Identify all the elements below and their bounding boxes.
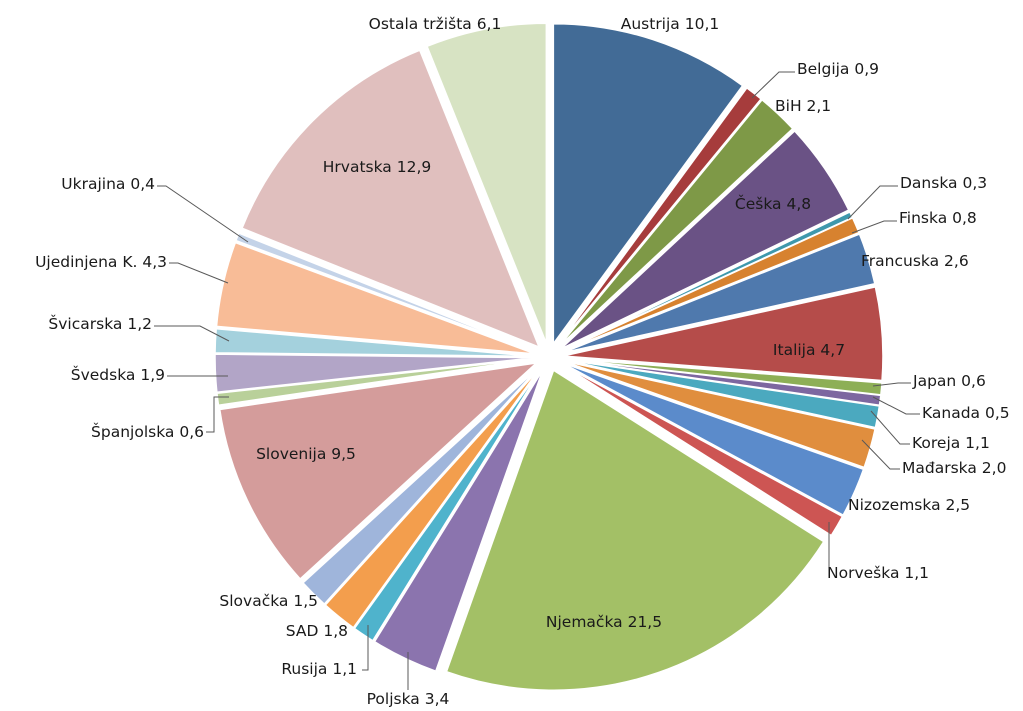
leader-danska — [847, 185, 898, 220]
pie-slices — [214, 22, 884, 691]
label-slovacka: Slovačka 1,5 — [219, 592, 318, 610]
slice-ukrajina — [234, 232, 537, 353]
slice-austrija — [552, 22, 744, 346]
label-finska: Finska 0,8 — [899, 209, 977, 227]
label-francuska: Francuska 2,6 — [861, 252, 969, 270]
leader-ujedinjena-k — [169, 262, 229, 284]
leader-koreja — [870, 410, 910, 445]
slice-sad — [324, 367, 541, 629]
label-ceska: Češka 4,8 — [735, 194, 811, 213]
slice-labels: Austrija 10,1 Belgija 0,9 BiH 2,1 Češka 4,8… — [35, 15, 1010, 708]
leader-spanjolska — [206, 396, 229, 433]
leader-lines — [154, 71, 920, 690]
slice-svedska — [214, 353, 536, 394]
label-madarska: Mađarska 2,0 — [902, 459, 1006, 477]
label-italija: Italija 4,7 — [773, 341, 845, 359]
slice-ostala-trzista — [426, 22, 548, 344]
slice-ceska — [560, 129, 850, 350]
label-hrvatska: Hrvatska 12,9 — [323, 158, 432, 176]
label-ostala-trzista: Ostala tržišta 6,1 — [369, 15, 502, 33]
slice-hrvatska — [241, 49, 541, 349]
slice-koreja — [562, 358, 881, 429]
label-ujedinjena-k: Ujedinjena K. 4,3 — [35, 253, 167, 271]
slice-slovenija — [218, 361, 539, 581]
label-nizozemska: Nizozemska 2,5 — [848, 496, 970, 514]
label-njemacka: Njemačka 21,5 — [546, 613, 662, 631]
label-svedska: Švedska 1,9 — [71, 365, 165, 384]
slice-rusija — [353, 368, 542, 642]
label-spanjolska: Španjolska 0,6 — [91, 422, 204, 441]
leader-ukrajina — [157, 185, 249, 243]
label-norveska: Norveška 1,1 — [827, 564, 929, 582]
leader-madarska — [861, 439, 900, 470]
leader-belgija — [751, 71, 795, 99]
leader-rusija — [362, 625, 369, 671]
slice-spanjolska — [216, 358, 536, 407]
label-danska: Danska 0,3 — [900, 174, 987, 192]
label-austrija: Austrija 10,1 — [621, 15, 720, 33]
label-svicarska: Švicarska 1,2 — [48, 314, 152, 333]
label-koreja: Koreja 1,1 — [912, 434, 990, 452]
leader-finska — [851, 220, 897, 234]
label-slovenija: Slovenija 9,5 — [256, 445, 356, 463]
leader-kanada — [872, 396, 920, 415]
slice-bih — [558, 98, 794, 348]
label-japan: Japan 0,6 — [912, 372, 986, 390]
label-kanada: Kanada 0,5 — [922, 404, 1010, 422]
slice-finska — [561, 216, 860, 353]
slice-belgija — [556, 86, 763, 347]
slice-norveska — [560, 363, 844, 537]
slice-ujedinjena-k — [215, 241, 536, 355]
label-sad: SAD 1,8 — [286, 622, 348, 640]
slice-nizozemska — [561, 361, 865, 517]
slice-slovacka — [301, 366, 540, 606]
label-rusija: Rusija 1,1 — [281, 660, 357, 678]
label-belgija: Belgija 0,9 — [797, 60, 879, 78]
slice-italija — [562, 286, 884, 382]
slice-njemacka — [445, 369, 825, 691]
leader-japan — [872, 382, 911, 387]
slice-svicarska — [214, 327, 536, 358]
slice-francuska — [562, 233, 876, 354]
label-bih: BiH 2,1 — [775, 97, 831, 115]
slice-poljska — [373, 369, 544, 673]
leader-svicarska — [154, 325, 230, 342]
label-ukrajina: Ukrajina 0,4 — [61, 175, 155, 193]
label-poljska: Poljska 3,4 — [367, 690, 450, 708]
